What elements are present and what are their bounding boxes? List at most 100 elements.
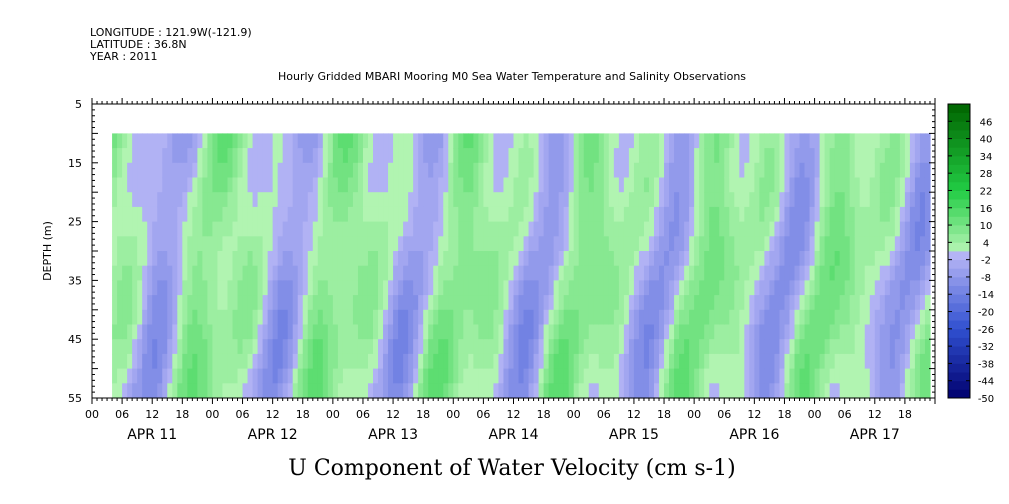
colorbar-segment <box>948 276 970 286</box>
heatmap-cell <box>438 339 444 355</box>
heatmap-cell <box>859 133 866 149</box>
heatmap-cell <box>518 162 525 179</box>
heatmap-cell <box>362 192 369 208</box>
heatmap-cell <box>197 368 203 384</box>
heatmap-cell <box>272 383 279 399</box>
heatmap-cell <box>744 251 750 267</box>
heatmap-cell <box>277 177 284 193</box>
heatmap-cell <box>483 265 490 281</box>
heatmap-cell <box>227 221 234 237</box>
heatmap-cell <box>603 251 610 267</box>
heatmap-cell <box>633 309 640 326</box>
heatmap-cell <box>453 251 459 267</box>
heatmap-cell <box>413 236 419 252</box>
heatmap-cell <box>117 324 123 340</box>
heatmap-cell <box>423 162 429 179</box>
heatmap-cell <box>583 177 590 193</box>
heatmap-cell <box>227 177 234 193</box>
heatmap-cell <box>749 251 755 267</box>
heatmap-cell <box>277 192 284 208</box>
heatmap-cell <box>252 221 259 237</box>
heatmap-cell <box>879 383 886 399</box>
heatmap-cell <box>834 148 841 164</box>
heatmap-cell <box>222 236 229 252</box>
heatmap-cell <box>538 309 545 326</box>
heatmap-cell <box>588 206 595 223</box>
heatmap-cell <box>137 265 143 281</box>
heatmap-cell <box>869 133 876 149</box>
heatmap-cell <box>398 177 404 193</box>
colorbar-segment <box>948 155 970 165</box>
heatmap-cell <box>297 148 304 164</box>
heatmap-cell <box>689 221 695 237</box>
heatmap-cell <box>523 324 530 340</box>
heatmap-cell <box>162 383 168 399</box>
heatmap-cell <box>744 148 750 164</box>
heatmap-cell <box>779 221 786 237</box>
heatmap-cell <box>814 133 821 149</box>
heatmap-cell <box>588 339 595 355</box>
heatmap-cell <box>162 353 168 370</box>
heatmap-cell <box>488 309 495 326</box>
heatmap-cell <box>478 295 484 311</box>
heatmap-cell <box>473 192 479 208</box>
heatmap-cell <box>734 236 740 252</box>
heatmap-cell <box>172 265 178 281</box>
heatmap-cell <box>132 309 138 326</box>
heatmap-cell <box>317 177 324 193</box>
heatmap-cell <box>528 177 535 193</box>
heatmap-cell <box>433 295 439 311</box>
heatmap-cell <box>322 324 329 340</box>
heatmap-cell <box>483 148 490 164</box>
heatmap-cell <box>533 206 540 223</box>
heatmap-cell <box>117 221 123 237</box>
heatmap-cell <box>724 148 730 164</box>
heatmap-cell <box>287 162 294 179</box>
heatmap-cell <box>433 221 439 237</box>
heatmap-cell <box>347 383 354 399</box>
heatmap-cell <box>754 162 760 179</box>
heatmap-cell <box>849 295 856 311</box>
heatmap-cell <box>548 148 555 164</box>
heatmap-cell <box>352 148 359 164</box>
heatmap-cell <box>317 162 324 179</box>
heatmap-cell <box>884 177 891 193</box>
heatmap-cell <box>623 162 630 179</box>
heatmap-cell <box>749 339 755 355</box>
heatmap-cell <box>252 177 259 193</box>
heatmap-cell <box>483 295 490 311</box>
heatmap-cell <box>774 280 781 296</box>
heatmap-cell <box>603 280 610 296</box>
heatmap-cell <box>909 383 916 399</box>
heatmap-cell <box>734 309 740 326</box>
heatmap-cell <box>558 162 565 179</box>
heatmap-cell <box>132 177 138 193</box>
heatmap-cell <box>774 309 781 326</box>
heatmap-cell <box>478 324 484 340</box>
heatmap-cell <box>152 251 158 267</box>
heatmap-cell <box>403 133 409 149</box>
heatmap-cell <box>603 236 610 252</box>
heatmap-cell <box>904 368 911 384</box>
heatmap-cell <box>142 206 148 223</box>
heatmap-cell <box>623 221 630 237</box>
heatmap-cell <box>583 353 590 370</box>
heatmap-cell <box>709 324 715 340</box>
heatmap-cell <box>322 192 329 208</box>
heatmap-cell <box>874 339 881 355</box>
heatmap-cell <box>137 236 143 252</box>
heatmap-cell <box>674 206 680 223</box>
heatmap-cell <box>864 251 871 267</box>
heatmap-cell <box>197 148 203 164</box>
heatmap-cell <box>317 236 324 252</box>
heatmap-cell <box>122 251 128 267</box>
heatmap-cell <box>573 162 580 179</box>
heatmap-cell <box>784 236 791 252</box>
heatmap-cell <box>789 309 796 326</box>
heatmap-cell <box>704 309 710 326</box>
heatmap-cell <box>613 353 620 370</box>
heatmap-cell <box>362 324 369 340</box>
heatmap-cell <box>824 148 831 164</box>
heatmap-cell <box>824 177 831 193</box>
